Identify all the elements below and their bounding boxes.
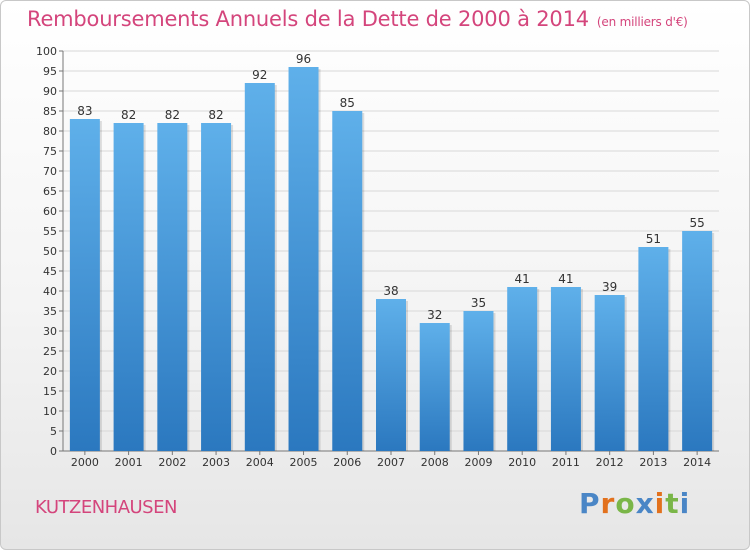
y-tick-label: 80	[43, 125, 57, 138]
bar-2001	[113, 123, 144, 451]
data-label-2009: 35	[471, 296, 486, 310]
data-label-2013: 51	[646, 232, 661, 246]
data-label-2014: 55	[689, 216, 704, 230]
y-tick-label: 35	[43, 305, 57, 318]
x-tick-label-2006: 2006	[333, 456, 361, 469]
data-label-2010: 41	[515, 272, 530, 286]
y-tick-label: 55	[43, 225, 57, 238]
bar-2007	[376, 299, 406, 451]
y-tick-label: 65	[43, 185, 57, 198]
x-tick-label-2003: 2003	[202, 456, 230, 469]
logo-letter: P	[579, 487, 601, 520]
chart-title: Remboursements Annuels de la Dette de 20…	[27, 7, 688, 31]
logo-letter: t	[665, 487, 680, 520]
x-tick-label-2012: 2012	[596, 456, 624, 469]
bar-2012	[594, 295, 625, 451]
data-label-2012: 39	[602, 280, 617, 294]
y-tick-label: 45	[43, 265, 57, 278]
bar-2003	[201, 123, 232, 451]
x-tick-label-2009: 2009	[464, 456, 492, 469]
bar-2005	[288, 67, 319, 451]
bar-2010	[507, 287, 538, 451]
bars	[69, 67, 715, 451]
y-tick-label: 40	[43, 285, 57, 298]
data-label-2000: 83	[77, 104, 92, 118]
labels: 0 5 10 15 20 25 30 35 40 45 50 55 60 65 70 75 80 85 90 95 10…	[36, 45, 711, 469]
y-tick-label: 70	[43, 165, 57, 178]
x-tick-label-2005: 2005	[290, 456, 318, 469]
bar-2014	[682, 231, 713, 451]
chart-unit: (en milliers d'€)	[596, 15, 688, 29]
y-tick-label: 85	[43, 105, 57, 118]
x-tick-label-2011: 2011	[552, 456, 580, 469]
logo-letter: i	[654, 487, 666, 520]
x-tick-label-2002: 2002	[158, 456, 186, 469]
x-tick-label-2010: 2010	[508, 456, 536, 469]
y-tick-label: 50	[43, 245, 57, 258]
x-tick-label-2014: 2014	[683, 456, 711, 469]
y-tick-label: 10	[43, 405, 57, 418]
y-tick-label: 75	[43, 145, 57, 158]
y-tick-label: 30	[43, 325, 57, 338]
data-label-2007: 38	[383, 284, 398, 298]
data-label-2002: 82	[165, 108, 180, 122]
bar-2013	[638, 247, 669, 451]
data-label-2003: 82	[208, 108, 223, 122]
bar-2004	[244, 83, 275, 451]
x-tick-label-2007: 2007	[377, 456, 405, 469]
bar-2011	[550, 287, 581, 451]
x-tick-label-2001: 2001	[115, 456, 143, 469]
y-tick-label: 25	[43, 345, 57, 358]
data-label-2011: 41	[558, 272, 573, 286]
data-label-2005: 96	[296, 52, 311, 66]
city-name: KUTZENHAUSEN	[35, 497, 177, 518]
y-tick-label: 100	[36, 45, 57, 58]
bar-2006	[332, 111, 363, 451]
y-tick-label: 15	[43, 385, 57, 398]
y-tick-label: 90	[43, 85, 57, 98]
y-tick-label: 95	[43, 65, 57, 78]
y-tick-label: 60	[43, 205, 57, 218]
logo-letter: o	[615, 487, 636, 520]
x-tick-label-2008: 2008	[421, 456, 449, 469]
y-tick-label: 20	[43, 365, 57, 378]
logo-letter: i	[679, 487, 691, 520]
proxiti-logo[interactable]: Proxiti	[579, 487, 690, 520]
logo-letter: x	[635, 487, 655, 520]
data-label-2001: 82	[121, 108, 136, 122]
data-label-2008: 32	[427, 308, 442, 322]
x-tick-label-2004: 2004	[246, 456, 274, 469]
x-tick-label-2013: 2013	[639, 456, 667, 469]
bar-2002	[157, 123, 188, 451]
y-tick-label: 0	[50, 445, 57, 458]
y-tick-label: 5	[50, 425, 57, 438]
x-tick-label-2000: 2000	[71, 456, 99, 469]
data-label-2004: 92	[252, 68, 267, 82]
chart-title-text: Remboursements Annuels de la Dette de 20…	[27, 7, 589, 31]
logo-letter: r	[600, 487, 616, 520]
bar-2009	[463, 311, 494, 451]
data-label-2006: 85	[340, 96, 355, 110]
bar-2008	[419, 323, 450, 451]
bar-2000	[69, 119, 100, 451]
